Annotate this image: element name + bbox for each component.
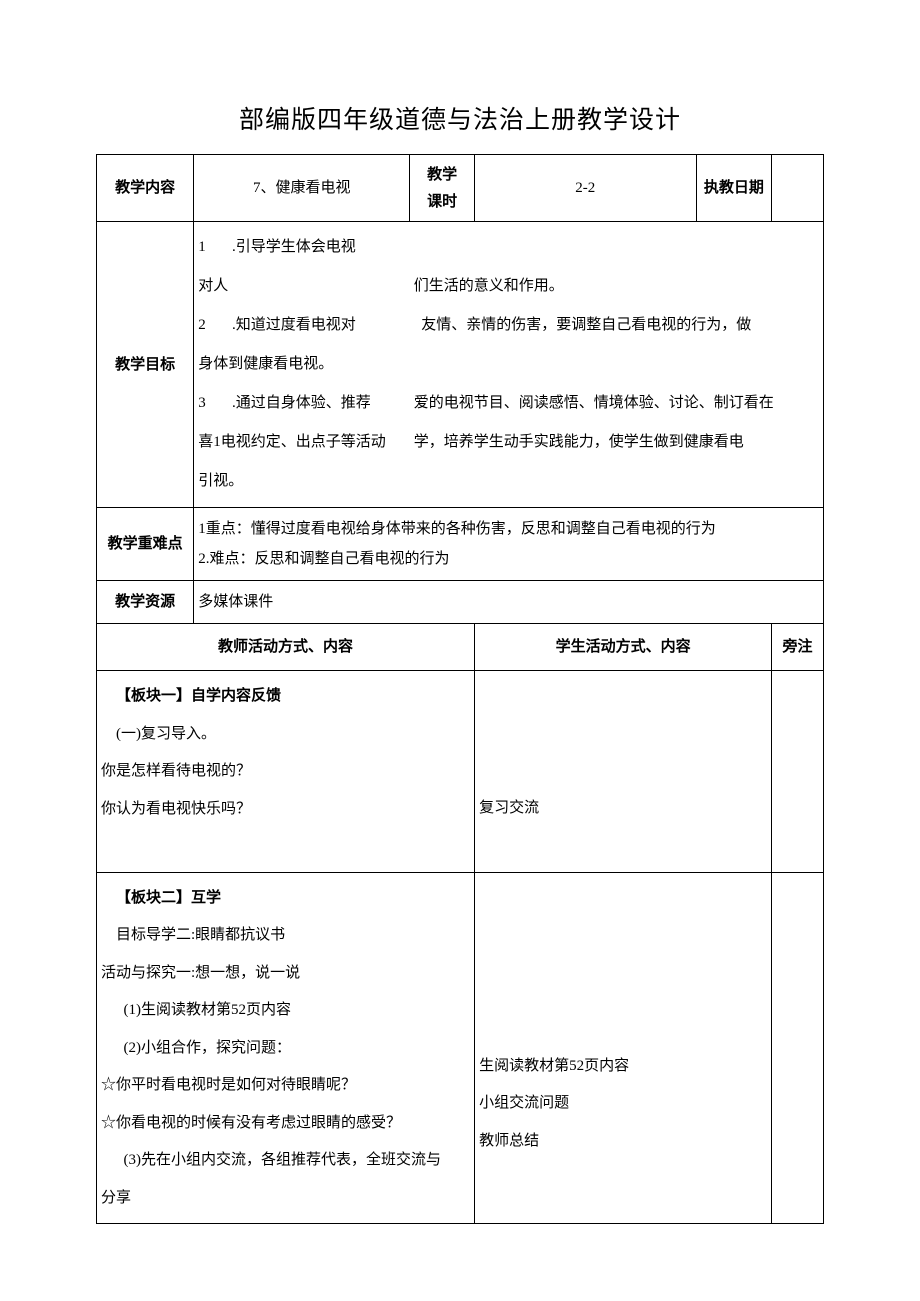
block1-notes — [772, 671, 824, 873]
block2-teacher: 【板块二】互学 目标导学二:眼睛都抗议书 活动与探究一:想一想，说一说 (1)生… — [97, 872, 475, 1224]
date-label: 执教日期 — [696, 155, 772, 222]
keypoints-label: 教学重难点 — [97, 508, 194, 581]
keypoints-value: 1重点：懂得过度看电视给身体带来的各种伤害，反思和调整自己看电视的行为 2.难点… — [194, 508, 824, 581]
period-value: 2-2 — [475, 155, 696, 222]
teacher-activity-header: 教师活动方式、内容 — [97, 624, 475, 671]
objectives-right: 们生活的意义和作用。 友情、亲情的伤害，要调整自己看电视的行为，做 爱的电视节目… — [410, 222, 824, 508]
block2-student: 生阅读教材第52页内容 小组交流问题 教师总结 — [475, 872, 772, 1224]
block2-notes — [772, 872, 824, 1224]
page-title: 部编版四年级道德与法治上册教学设计 — [96, 100, 824, 136]
objectives-left: 1 .引导学生体会电视 对人 2 .知道过度看电视对 身体到健康看电视。 3 .… — [194, 222, 410, 508]
objectives-label: 教学目标 — [97, 222, 194, 508]
content-label: 教学内容 — [97, 155, 194, 222]
content-value: 7、健康看电视 — [194, 155, 410, 222]
lesson-plan-table: 教学内容 7、健康看电视 教学 课时 2-2 执教日期 教学目标 1 .引导学生… — [96, 154, 824, 1224]
resources-label: 教学资源 — [97, 581, 194, 624]
student-activity-header: 学生活动方式、内容 — [475, 624, 772, 671]
block1-teacher: 【板块一】自学内容反馈 (一)复习导入。 你是怎样看待电视的？ 你认为看电视快乐… — [97, 671, 475, 873]
notes-header: 旁注 — [772, 624, 824, 671]
block1-student: 复习交流 — [475, 671, 772, 873]
resources-value: 多媒体课件 — [194, 581, 824, 624]
period-label: 教学 课时 — [410, 155, 475, 222]
date-value — [772, 155, 824, 222]
